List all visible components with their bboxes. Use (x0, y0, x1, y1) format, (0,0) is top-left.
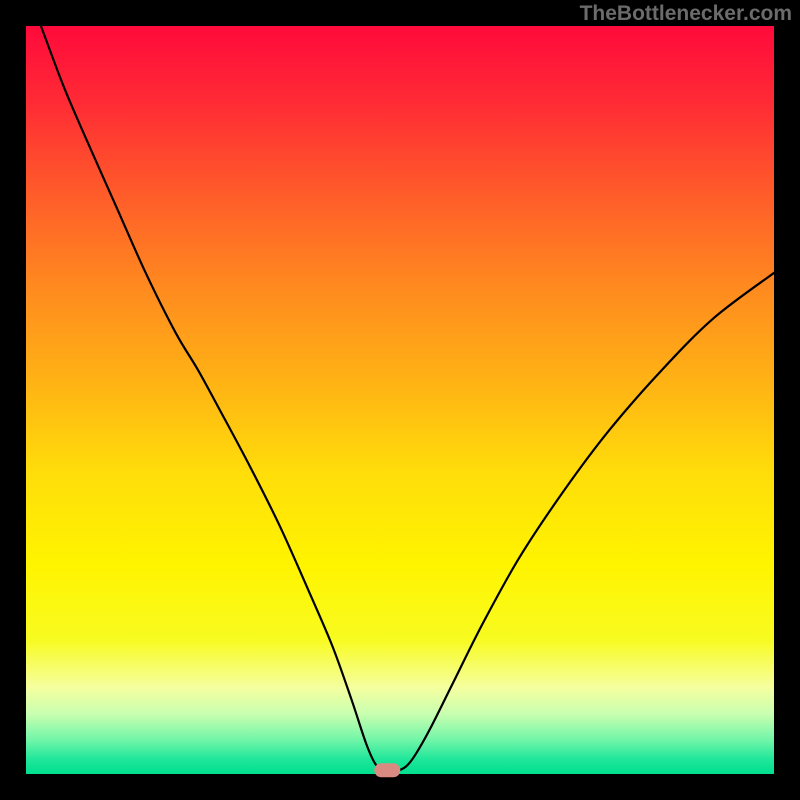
chart-container: TheBottlenecker.com (0, 0, 800, 800)
optimal-point-marker (374, 763, 400, 777)
chart-background-gradient (26, 26, 774, 774)
bottleneck-curve-chart (0, 0, 800, 800)
